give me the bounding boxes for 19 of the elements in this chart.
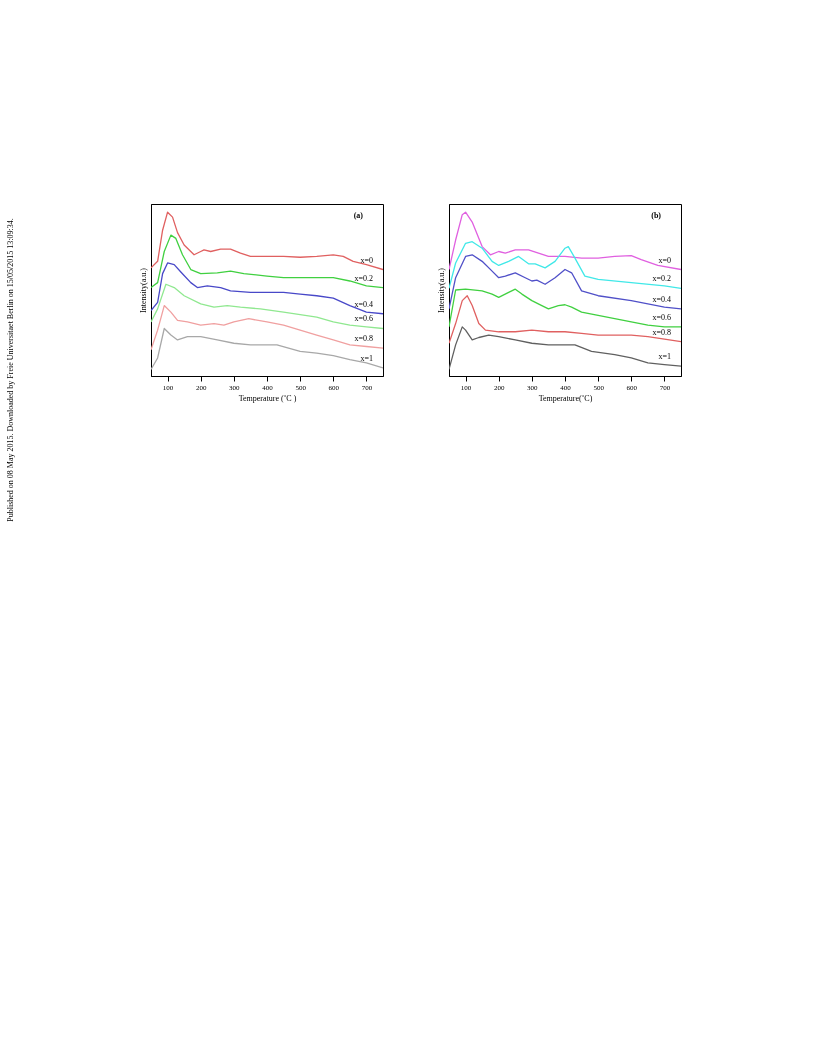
x-axis-title: Temperature(˚C) [538, 393, 593, 403]
text: Published on 08 May 2015. Downloaded by Freie Universitaet Berlin on 15/05/2015 13:09:34. [6, 218, 15, 522]
series-label: x=0.2 [652, 274, 671, 284]
series-label: x=0 [360, 255, 373, 265]
series-label: x=0.6 [354, 314, 373, 324]
series-label: x=0.8 [652, 327, 671, 337]
series-label: x=0.4 [354, 299, 373, 309]
series-label: x=0.4 [652, 294, 671, 304]
series-label: x=1 [658, 352, 671, 362]
y-axis-title: Intensity(a.u.) [436, 267, 446, 313]
y-axis-title: Intensity(a.u.) [138, 267, 148, 313]
series-label: x=0 [658, 255, 671, 265]
chart-title: (a) [353, 211, 364, 220]
chart-title: (b) [651, 211, 662, 220]
series-label: x=0.2 [354, 273, 373, 283]
series-label: x=0.6 [652, 312, 671, 322]
series-label: x=0.8 [354, 334, 373, 344]
series-label: x=1 [360, 353, 373, 363]
x-axis-title: Temperature (˚C ) [238, 393, 297, 403]
